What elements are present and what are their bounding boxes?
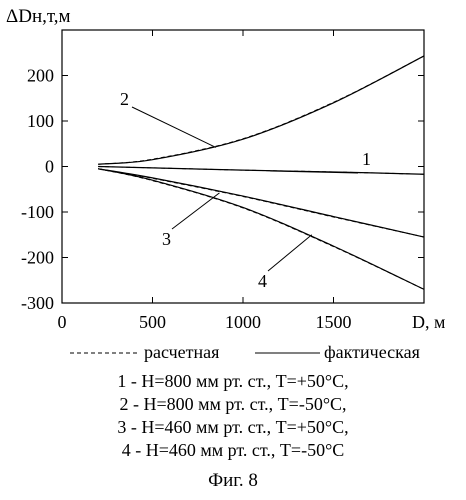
leader-line-3 — [172, 193, 219, 229]
legend-fact-label: фактическая — [324, 342, 420, 362]
curve-description-2: 2 - H=800 мм рт. ст., T=-50°C, — [0, 393, 466, 415]
leader-line-2 — [132, 107, 216, 147]
series-2-calculated — [98, 56, 424, 164]
x-tick-label: 0 — [58, 312, 67, 332]
leader-line-4 — [268, 235, 312, 271]
y-tick-label: 200 — [27, 66, 54, 86]
y-tick-label: 0 — [45, 157, 54, 177]
curve-description-4: 4 - H=460 мм рт. ст., T=-50°C — [0, 439, 466, 461]
y-tick-label: 100 — [27, 111, 54, 131]
y-axis-label: ΔDн,т,м — [6, 6, 71, 27]
y-tick-label: -100 — [21, 202, 54, 222]
curve-label-2: 2 — [120, 89, 129, 109]
legend-calc-label: расчетная — [144, 342, 219, 362]
legend: расчетная фактическая — [0, 340, 466, 364]
x-axis-label: D, м — [412, 312, 445, 332]
curve-description-3: 3 - H=460 мм рт. ст., T=+50°C, — [0, 416, 466, 438]
axis-ticks: 2001000-100-200-300050010001500 — [21, 30, 424, 332]
y-tick-label: -200 — [21, 248, 54, 268]
series-layer — [98, 56, 424, 289]
curve-description-1: 1 - H=800 мм рт. ст., T=+50°C, — [0, 370, 466, 392]
figure-caption: Фиг. 8 — [0, 470, 466, 492]
x-tick-label: 500 — [139, 312, 166, 332]
y-tick-label: -300 — [21, 293, 54, 313]
x-tick-label: 1000 — [225, 312, 261, 332]
x-tick-label: 1500 — [316, 312, 352, 332]
series-1-calculated — [98, 167, 424, 175]
curve-labels: 1 2 3 4 — [120, 89, 371, 291]
series-2-actual — [98, 56, 424, 164]
chart: ΔDн,т,м 2001000-100-200-300050010001500 … — [0, 0, 466, 340]
curve-label-3: 3 — [162, 229, 171, 249]
curve-label-4: 4 — [258, 271, 267, 291]
curve-label-1: 1 — [362, 149, 371, 169]
